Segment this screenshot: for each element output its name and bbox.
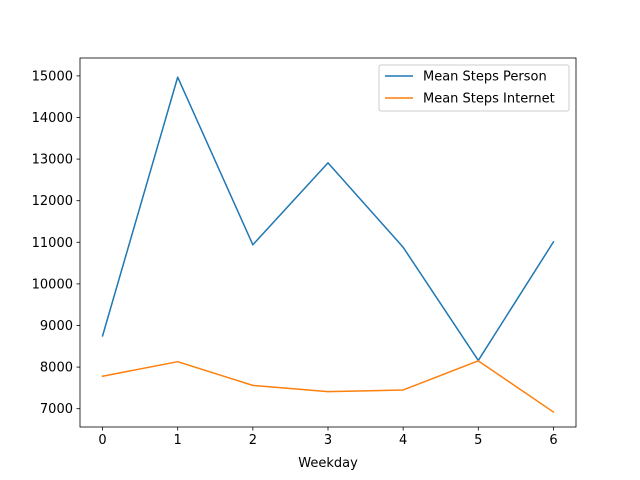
y-tick-label: 14000 <box>32 111 73 126</box>
x-tick-label: 6 <box>549 433 557 448</box>
x-axis-label: Weekday <box>298 456 358 471</box>
series-line-internet <box>101 360 555 414</box>
x-tick-label: 4 <box>399 433 407 448</box>
x-axis-ticks: 0 1 2 3 4 5 6 <box>98 427 558 448</box>
legend-entry-internet: Mean Steps Internet <box>423 92 555 107</box>
y-tick-label: 13000 <box>32 153 73 168</box>
y-tick-label: 7000 <box>40 402 73 417</box>
x-tick-label: 5 <box>474 433 482 448</box>
legend: Mean Steps Person Mean Steps Internet <box>378 64 570 112</box>
y-tick-label: 10000 <box>32 277 73 292</box>
y-tick-label: 11000 <box>32 236 73 251</box>
legend-box <box>378 64 570 112</box>
plot-frame <box>79 57 577 428</box>
x-tick-label: 0 <box>98 433 106 448</box>
y-axis-ticks: 7000 8000 9000 10000 11000 12000 13000 14000 150… <box>32 69 80 417</box>
x-tick-label: 2 <box>249 433 257 448</box>
x-tick-label: 3 <box>324 433 332 448</box>
y-tick-label: 12000 <box>32 194 73 209</box>
y-tick-label: 8000 <box>40 361 73 376</box>
x-tick-label: 1 <box>174 433 182 448</box>
y-tick-label: 9000 <box>40 319 73 334</box>
series-layer <box>101 76 555 414</box>
legend-entry-person: Mean Steps Person <box>423 70 547 85</box>
y-tick-label: 15000 <box>32 69 73 84</box>
plot-area <box>80 58 576 427</box>
